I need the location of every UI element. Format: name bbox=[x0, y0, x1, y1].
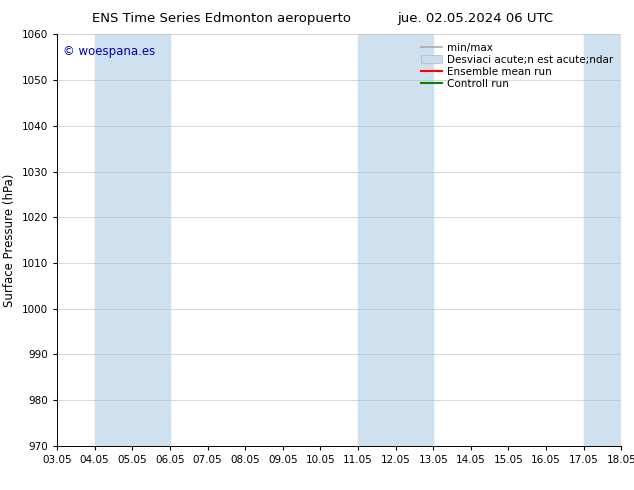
Legend: min/max, Desviaci acute;n est acute;ndar, Ensemble mean run, Controll run: min/max, Desviaci acute;n est acute;ndar… bbox=[418, 40, 616, 92]
Text: jue. 02.05.2024 06 UTC: jue. 02.05.2024 06 UTC bbox=[398, 12, 553, 25]
Text: © woespana.es: © woespana.es bbox=[63, 45, 155, 58]
Y-axis label: Surface Pressure (hPa): Surface Pressure (hPa) bbox=[3, 173, 16, 307]
Text: ENS Time Series Edmonton aeropuerto: ENS Time Series Edmonton aeropuerto bbox=[93, 12, 351, 25]
Bar bbox=[584, 34, 621, 446]
Bar bbox=[94, 34, 170, 446]
Bar bbox=[358, 34, 433, 446]
